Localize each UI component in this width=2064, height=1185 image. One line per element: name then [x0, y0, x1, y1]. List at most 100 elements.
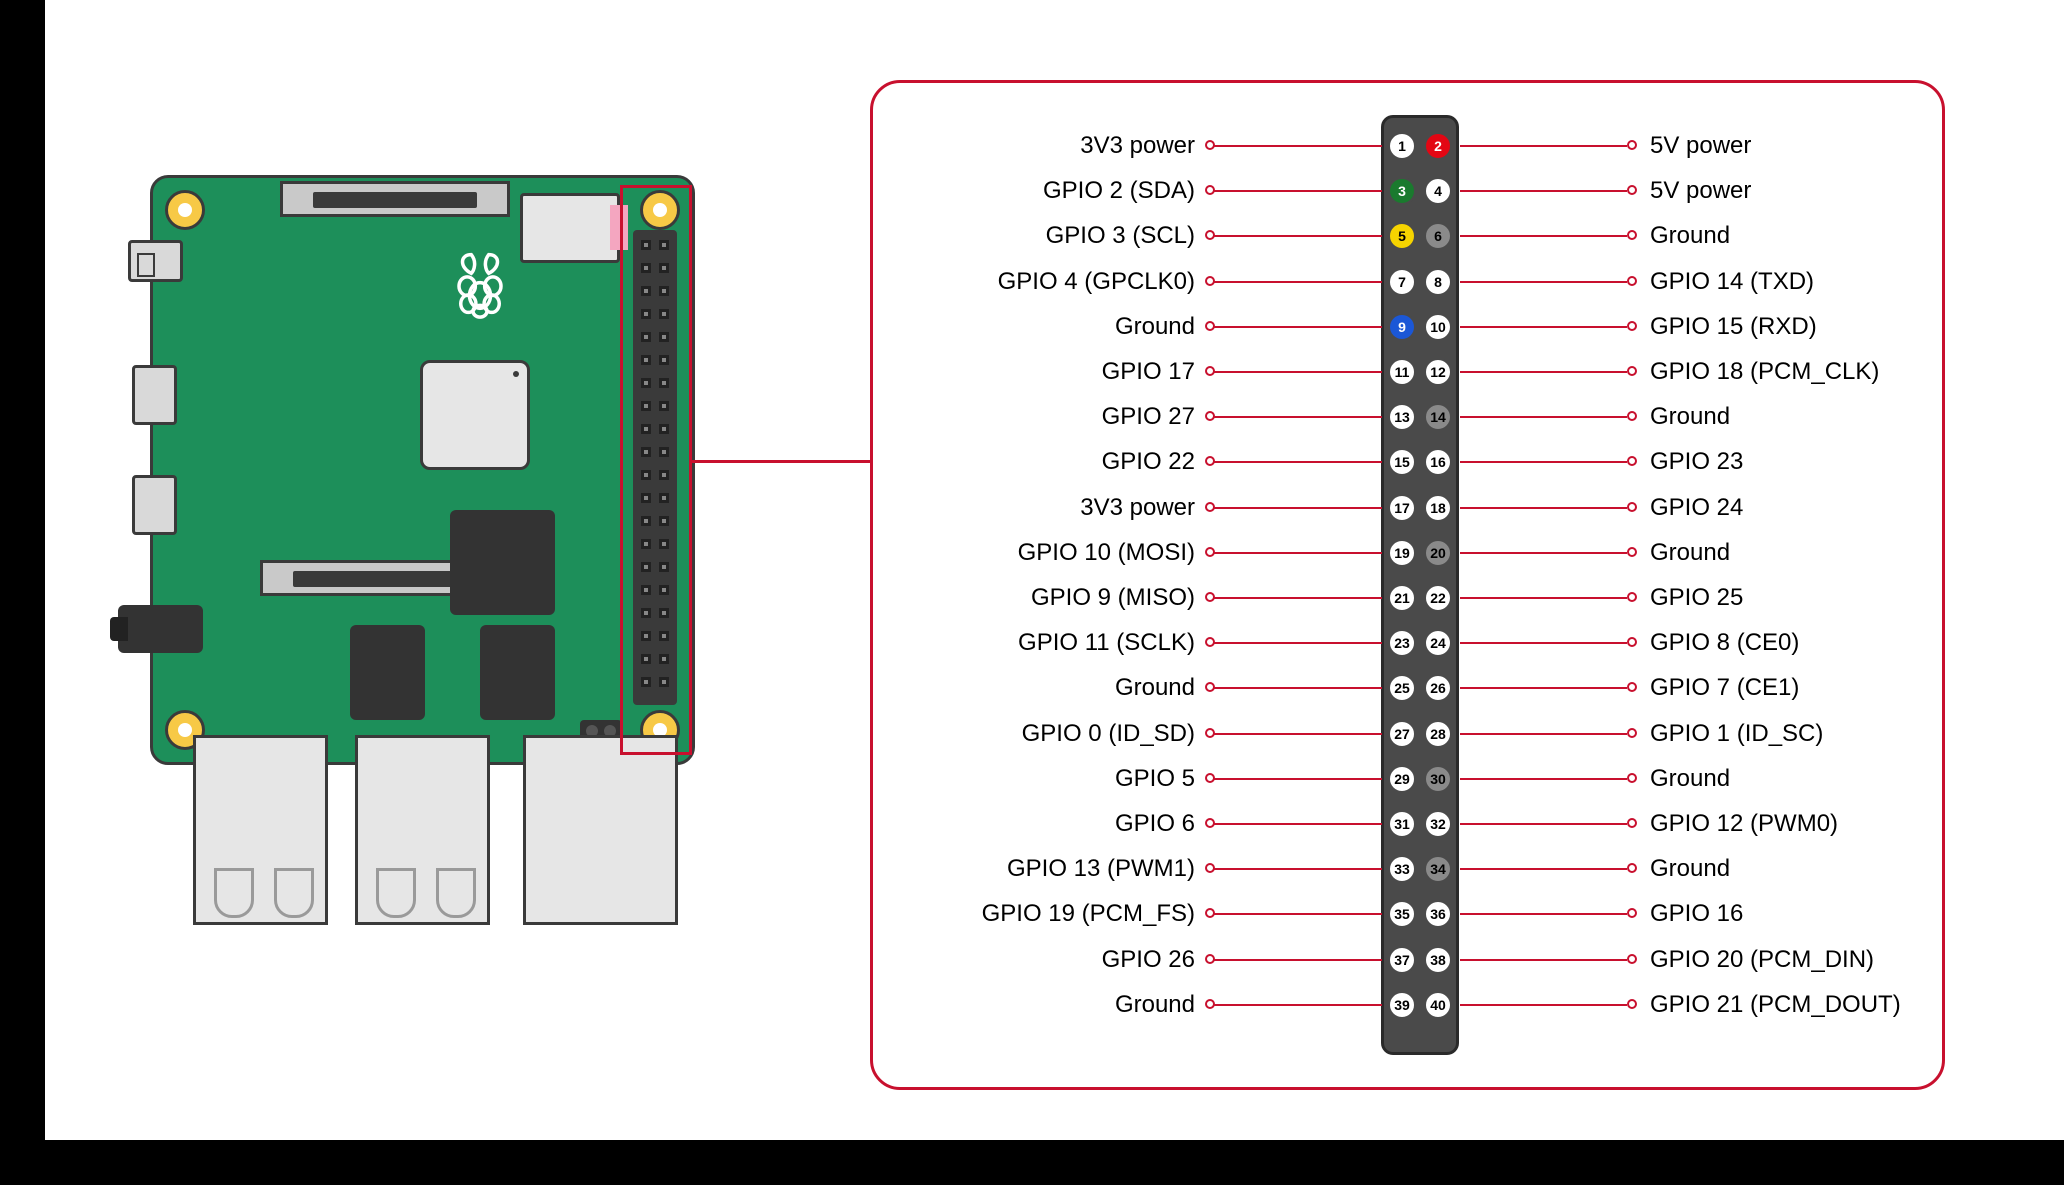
pin-row: GPIO 4 (GPCLK0)78GPIO 14 (TXD) [0, 266, 2064, 298]
pin-label-right: GPIO 18 (PCM_CLK) [1650, 358, 1879, 386]
pin-label-left: GPIO 4 (GPCLK0) [998, 268, 1195, 296]
pin-label-right: Ground [1650, 222, 1730, 250]
pin-line [1460, 597, 1627, 599]
pin-endpoint [1627, 456, 1637, 466]
pin-row: GPIO 10 (MOSI)1920Ground [0, 537, 2064, 569]
pin-line [1460, 145, 1627, 147]
pin-line [1214, 642, 1382, 644]
pin-number-left: 23 [1388, 629, 1416, 657]
pin-row: GPIO 11 (SCLK)2324GPIO 8 (CE0) [0, 627, 2064, 659]
pin-number-right: 10 [1424, 313, 1452, 341]
pin-label-left: GPIO 9 (MISO) [1031, 584, 1195, 612]
pin-endpoint [1627, 773, 1637, 783]
pin-line [1214, 959, 1382, 961]
pin-number-right: 8 [1424, 268, 1452, 296]
pin-label-right: GPIO 23 [1650, 448, 1743, 476]
pin-endpoint [1627, 321, 1637, 331]
pin-label-right: GPIO 25 [1650, 584, 1743, 612]
pin-line [1214, 461, 1382, 463]
pin-number-right: 36 [1424, 900, 1452, 928]
pin-number-right: 26 [1424, 674, 1452, 702]
pin-number-right: 22 [1424, 584, 1452, 612]
pin-line [1214, 416, 1382, 418]
pin-label-right: GPIO 15 (RXD) [1650, 313, 1817, 341]
pin-line [1460, 190, 1627, 192]
pin-label-right: GPIO 8 (CE0) [1650, 629, 1799, 657]
pin-line [1460, 778, 1627, 780]
pin-line [1214, 913, 1382, 915]
pin-number-right: 16 [1424, 448, 1452, 476]
pin-number-right: 2 [1424, 132, 1452, 160]
pin-number-right: 40 [1424, 991, 1452, 1019]
pin-label-right: GPIO 14 (TXD) [1650, 268, 1814, 296]
pin-endpoint [1627, 276, 1637, 286]
pin-label-left: GPIO 0 (ID_SD) [1022, 720, 1195, 748]
pin-row: GPIO 19 (PCM_FS) 35 36 GPIO 16 [0, 898, 2064, 930]
pin-endpoint [1627, 185, 1637, 195]
pin-line [1214, 687, 1382, 689]
pin-line [1460, 687, 1627, 689]
pin-line [1214, 235, 1382, 237]
pin-row: GPIO 13 (PWM1)3334Ground [0, 853, 2064, 885]
pin-label-left: Ground [1115, 313, 1195, 341]
pin-number-left: 27 [1388, 720, 1416, 748]
pin-row: 3V3 power125V power [0, 130, 2064, 162]
pin-number-left: 39 [1388, 991, 1416, 1019]
pin-line [1214, 778, 1382, 780]
pin-number-right: 30 [1424, 765, 1452, 793]
pin-number-left: 15 [1388, 448, 1416, 476]
pin-number-left: 11 [1388, 358, 1416, 386]
pin-line [1460, 326, 1627, 328]
pin-endpoint [1627, 863, 1637, 873]
pin-number-left: 31 [1388, 810, 1416, 838]
pin-label-left: GPIO 6 [1115, 810, 1195, 838]
pin-line [1460, 733, 1627, 735]
pin-number-right: 4 [1424, 177, 1452, 205]
pin-number-left: 35 [1388, 900, 1416, 928]
pin-number-left: 9 [1388, 313, 1416, 341]
pin-endpoint [1627, 954, 1637, 964]
pin-row: GPIO 2 (SDA)345V power [0, 175, 2064, 207]
pin-row: GPIO 3 (SCL)56Ground [0, 220, 2064, 252]
pin-endpoint [1627, 999, 1637, 1009]
pin-line [1214, 190, 1382, 192]
pin-endpoint [1627, 592, 1637, 602]
pin-number-right: 20 [1424, 539, 1452, 567]
pin-endpoint [1627, 818, 1637, 828]
pin-line [1460, 552, 1627, 554]
pin-number-left: 29 [1388, 765, 1416, 793]
pin-label-right: GPIO 20 (PCM_DIN) [1650, 946, 1874, 974]
pin-line [1214, 371, 1382, 373]
pin-line [1214, 552, 1382, 554]
pin-row: 3V3 power1718GPIO 24 [0, 492, 2064, 524]
pin-label-right: 5V power [1650, 177, 1751, 205]
pin-label-right: GPIO 1 (ID_SC) [1650, 720, 1823, 748]
pin-label-left: GPIO 19 (PCM_FS) [982, 900, 1195, 928]
pin-number-left: 33 [1388, 855, 1416, 883]
pin-label-right: GPIO 7 (CE1) [1650, 674, 1799, 702]
pin-row: GPIO 263738GPIO 20 (PCM_DIN) [0, 944, 2064, 976]
pin-label-right: Ground [1650, 765, 1730, 793]
pin-label-left: GPIO 11 (SCLK) [1018, 629, 1195, 657]
pin-line [1460, 1004, 1627, 1006]
pin-line [1460, 507, 1627, 509]
pin-number-left: 13 [1388, 403, 1416, 431]
pin-label-right: Ground [1650, 855, 1730, 883]
pin-number-right: 6 [1424, 222, 1452, 250]
pin-number-right: 28 [1424, 720, 1452, 748]
frame-bottom [0, 1140, 2064, 1185]
pin-label-right: 5V power [1650, 132, 1751, 160]
pin-label-right: GPIO 24 [1650, 494, 1743, 522]
pin-label-left: GPIO 17 [1102, 358, 1195, 386]
pin-label-left: GPIO 2 (SDA) [1043, 177, 1195, 205]
pin-label-right: GPIO 16 [1650, 900, 1743, 928]
pin-number-left: 37 [1388, 946, 1416, 974]
pin-line [1214, 145, 1382, 147]
pin-label-left: 3V3 power [1080, 494, 1195, 522]
canvas: 3V3 power125V powerGPIO 2 (SDA)345V powe… [0, 0, 2064, 1185]
pin-line [1214, 597, 1382, 599]
pin-row: GPIO 171112GPIO 18 (PCM_CLK) [0, 356, 2064, 388]
pin-number-right: 32 [1424, 810, 1452, 838]
pin-endpoint [1627, 140, 1637, 150]
pin-endpoint [1627, 547, 1637, 557]
